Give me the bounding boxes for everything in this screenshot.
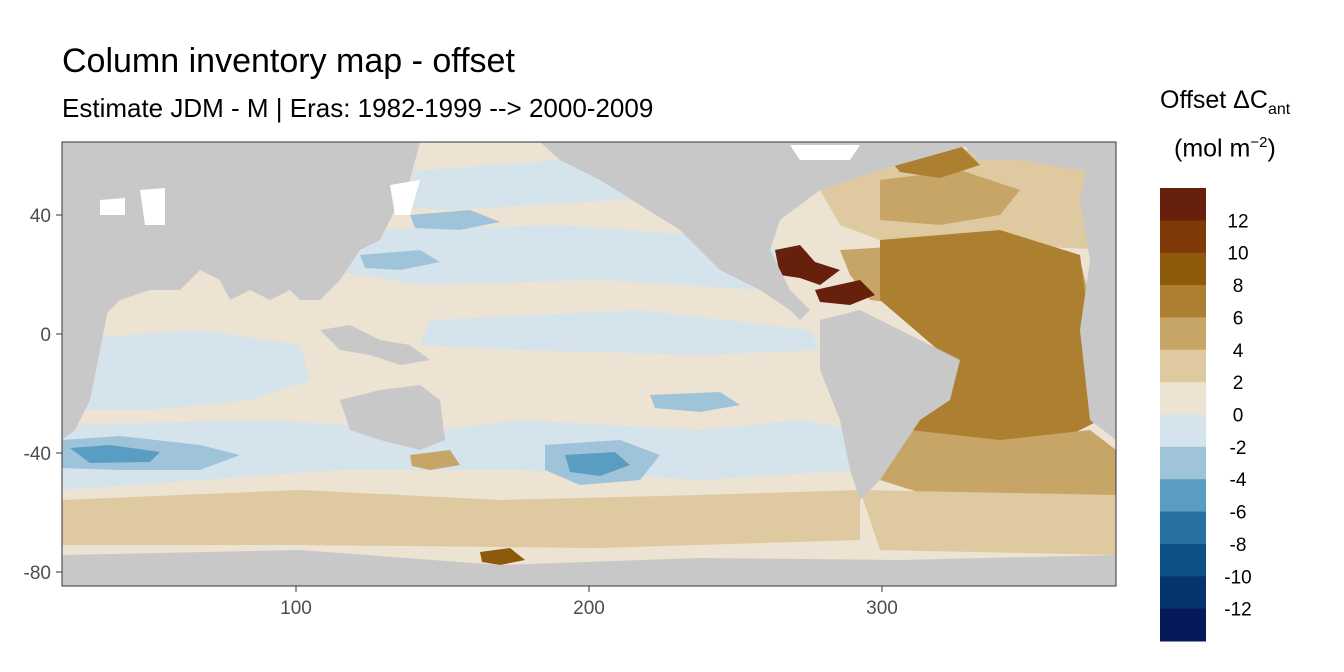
legend-break-label: 10 — [1227, 244, 1248, 265]
southern-negative-core-west — [70, 445, 160, 463]
legend-break-label: 0 — [1233, 406, 1244, 427]
pacific-negative-band-2 — [420, 310, 820, 355]
caribbean — [815, 280, 875, 305]
x-tick-label: 300 — [866, 598, 898, 619]
legend-break-label: -6 — [1230, 503, 1247, 524]
legend-break-label: -12 — [1224, 600, 1251, 621]
legend-break-label: 2 — [1233, 373, 1244, 394]
legend-color-swatch — [1160, 349, 1206, 383]
maritime-continent-land — [320, 325, 430, 365]
panel-border — [61, 141, 1117, 587]
legend-color-swatch — [1160, 608, 1206, 642]
legend-break-label: -2 — [1230, 438, 1247, 459]
y-tick-label: 0 — [40, 325, 51, 346]
greenland-land — [960, 142, 1116, 170]
legend-break-label: 4 — [1233, 341, 1244, 362]
x-tick-label: 200 — [573, 598, 605, 619]
y-tick-label: -40 — [24, 444, 51, 465]
southern-positive-band — [62, 490, 860, 548]
legend-break-label: -8 — [1230, 535, 1247, 556]
indian-negative-band — [62, 330, 310, 410]
legend-title: Offset ΔCant — [1160, 86, 1291, 118]
pacific-negative-band-1 — [330, 225, 800, 290]
north-atlantic-strong — [880, 170, 1020, 225]
ross-positive-patch — [480, 548, 525, 565]
no-data-patches — [100, 145, 860, 225]
y-tick-label: 40 — [30, 206, 51, 227]
south-atlantic-mid — [880, 430, 1116, 505]
legend-color-swatch — [1160, 382, 1206, 415]
legend-unit: (mol m−2) — [1174, 134, 1276, 163]
legend-color-swatch — [1160, 446, 1206, 480]
chart-subtitle: Estimate JDM - M | Eras: 1982-1999 --> 2… — [62, 93, 654, 123]
legend-color-swatch — [1160, 543, 1206, 577]
legend-color-swatch — [1160, 220, 1206, 254]
legend-labels: 12 10 8 6 4 2 0 -2 -4 -6 -8 -10 -12 — [1224, 211, 1251, 620]
eastpac-negative-patch — [650, 392, 740, 412]
australia-land — [340, 385, 445, 450]
legend-color-swatch — [1160, 479, 1206, 513]
gulf-of-mexico — [775, 245, 840, 285]
y-axis: 40 0 -40 -80 — [24, 206, 62, 584]
legend-colorbar — [1160, 188, 1206, 642]
southern-negative-core-central — [565, 452, 630, 476]
northpac-negative-patch — [410, 210, 500, 230]
legend-color-swatch — [1160, 252, 1206, 286]
y-tick-label: -80 — [24, 563, 51, 584]
x-axis: 100 200 300 — [280, 586, 898, 619]
legend-color-swatch — [1160, 511, 1206, 545]
legend-break-label: -10 — [1224, 567, 1251, 588]
no-data-patch — [140, 188, 165, 225]
legend-break-label: 12 — [1227, 211, 1248, 232]
no-data-patch — [790, 145, 860, 160]
kuroshio-negative-patch — [360, 250, 440, 270]
legend-break-label: -4 — [1230, 470, 1247, 491]
southern-negative-band — [62, 420, 860, 490]
tasman-positive-patch — [410, 450, 460, 470]
south-america-land — [820, 310, 960, 500]
chart-title: Column inventory map - offset — [62, 42, 515, 80]
legend-color-swatch — [1160, 285, 1206, 318]
north-america-land — [540, 142, 980, 320]
no-data-patch — [100, 198, 125, 215]
legend-color-swatch — [1160, 188, 1206, 221]
legend-break-label: 6 — [1233, 308, 1244, 329]
antarctica-land — [62, 550, 1116, 586]
legend-color-swatch — [1160, 317, 1206, 351]
legend-color-swatch — [1160, 576, 1206, 610]
legend-color-swatch — [1160, 414, 1206, 448]
south-atlantic-south — [860, 490, 1116, 555]
x-tick-label: 100 — [280, 598, 312, 619]
africa-land — [62, 200, 120, 440]
no-data-patch — [390, 180, 420, 215]
legend-break-label: 8 — [1233, 276, 1244, 297]
europe-africa-east-land — [1080, 150, 1116, 440]
